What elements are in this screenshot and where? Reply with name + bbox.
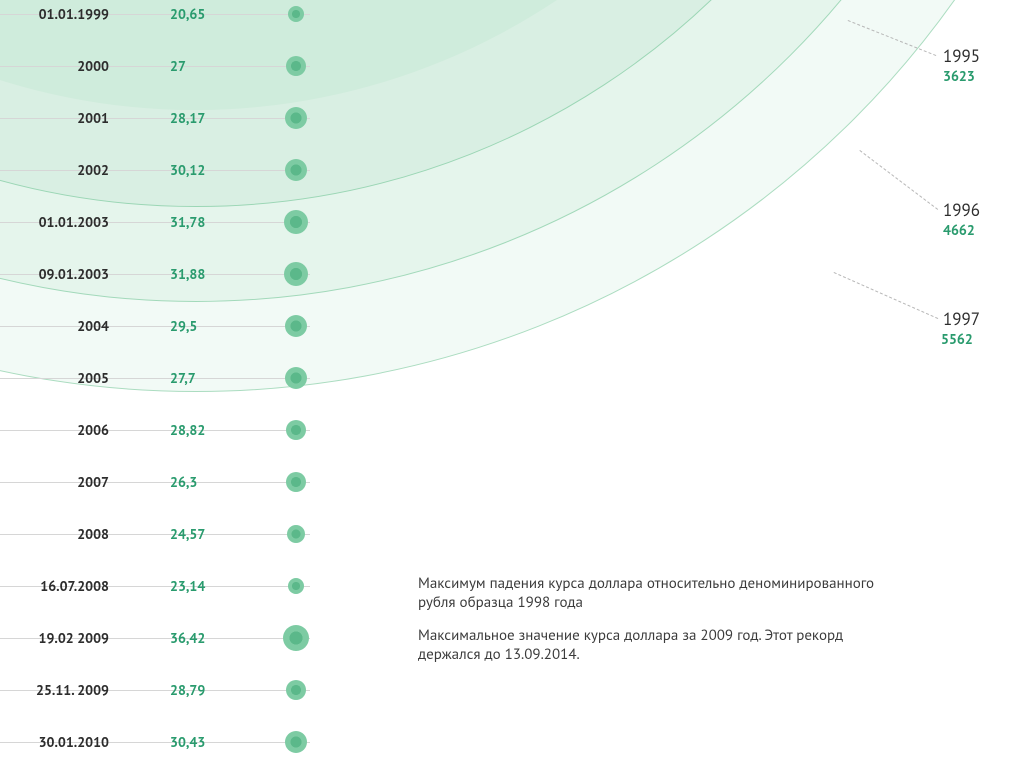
row-line — [0, 534, 310, 535]
date-label: 09.01.2003 — [39, 265, 109, 283]
date-label: 2001 — [77, 109, 109, 127]
date-label: 16.07.2008 — [40, 577, 109, 595]
callout-leader — [834, 272, 938, 319]
data-dot — [286, 420, 306, 440]
data-dot — [285, 107, 307, 129]
callout-value: 3623 — [943, 67, 975, 85]
data-dot — [285, 731, 307, 753]
date-label: 01.01.2003 — [39, 213, 109, 231]
date-label: 19.02 2009 — [39, 629, 110, 647]
date-label: 2007 — [77, 473, 109, 491]
callout-leader — [859, 150, 938, 210]
row-line — [0, 118, 310, 119]
data-row: 16.07.200823,14Максимум падения курса до… — [0, 586, 1024, 587]
data-row: 200726,3 — [0, 482, 1024, 483]
callout-year: 1995 — [943, 45, 980, 67]
data-row: 30.01.201030,43 — [0, 742, 1024, 743]
infographic-canvas: 19953623199646621997556201.01.199920,652… — [0, 0, 1024, 779]
data-row: 200824,57 — [0, 534, 1024, 535]
background-arc — [0, 0, 1024, 392]
value-label: 36,42 — [170, 629, 205, 647]
data-row: 200628,82 — [0, 430, 1024, 431]
value-label: 31,78 — [170, 213, 205, 231]
data-row: 200527,7 — [0, 378, 1024, 379]
date-label: 25.11. 2009 — [36, 681, 109, 699]
callout-leader — [848, 20, 936, 56]
date-label: 30.01.2010 — [39, 733, 109, 751]
data-dot — [285, 315, 307, 337]
value-label: 28,17 — [170, 109, 205, 127]
background-arc — [0, 0, 1024, 302]
data-row: 200027 — [0, 66, 1024, 67]
callout-value: 4662 — [943, 221, 975, 239]
data-dot — [286, 680, 306, 700]
data-row: 200230,12 — [0, 170, 1024, 171]
date-label: 2008 — [77, 525, 109, 543]
data-row: 25.11. 200928,79 — [0, 690, 1024, 691]
value-label: 30,43 — [170, 733, 205, 751]
date-label: 2005 — [77, 369, 109, 387]
value-label: 28,79 — [170, 681, 205, 699]
value-label: 27 — [170, 57, 186, 75]
data-dot — [286, 472, 306, 492]
background-arc — [0, 0, 942, 207]
callout-value: 5562 — [941, 330, 973, 348]
row-line — [0, 430, 310, 431]
data-dot — [283, 625, 309, 651]
value-label: 23,14 — [170, 577, 205, 595]
date-label: 2006 — [77, 421, 109, 439]
background-arc — [0, 0, 845, 110]
date-label: 2002 — [77, 161, 109, 179]
row-line — [0, 326, 310, 327]
row-line — [0, 482, 310, 483]
data-row: 09.01.200331,88 — [0, 274, 1024, 275]
row-note: Максимум падения курса доллара относител… — [418, 575, 888, 613]
value-label: 24,57 — [170, 525, 205, 543]
date-label: 2000 — [77, 57, 109, 75]
value-label: 30,12 — [170, 161, 205, 179]
callout-year: 1996 — [943, 199, 980, 221]
data-row: 19.02 200936,42Максимальное значение кур… — [0, 638, 1024, 639]
data-row: 01.01.199920,65 — [0, 14, 1024, 15]
row-line — [0, 170, 310, 171]
value-label: 28,82 — [170, 421, 205, 439]
value-label: 29,5 — [170, 317, 197, 335]
row-line — [0, 66, 310, 67]
data-dot — [285, 159, 307, 181]
data-dot — [288, 6, 304, 22]
value-label: 26,3 — [170, 473, 197, 491]
data-row: 01.01.200331,78 — [0, 222, 1024, 223]
value-label: 20,65 — [170, 5, 205, 23]
value-label: 31,88 — [170, 265, 205, 283]
data-dot — [285, 367, 307, 389]
data-dot — [287, 525, 305, 543]
date-label: 2004 — [77, 317, 109, 335]
data-dot — [286, 56, 306, 76]
row-note: Максимальное значение курса доллара за 2… — [418, 627, 888, 665]
date-label: 01.01.1999 — [39, 5, 109, 23]
data-row: 200429,5 — [0, 326, 1024, 327]
data-row: 200128,17 — [0, 118, 1024, 119]
data-dot — [284, 210, 308, 234]
row-line — [0, 378, 310, 379]
value-label: 27,7 — [170, 369, 196, 387]
data-dot — [288, 578, 304, 594]
data-dot — [284, 262, 308, 286]
